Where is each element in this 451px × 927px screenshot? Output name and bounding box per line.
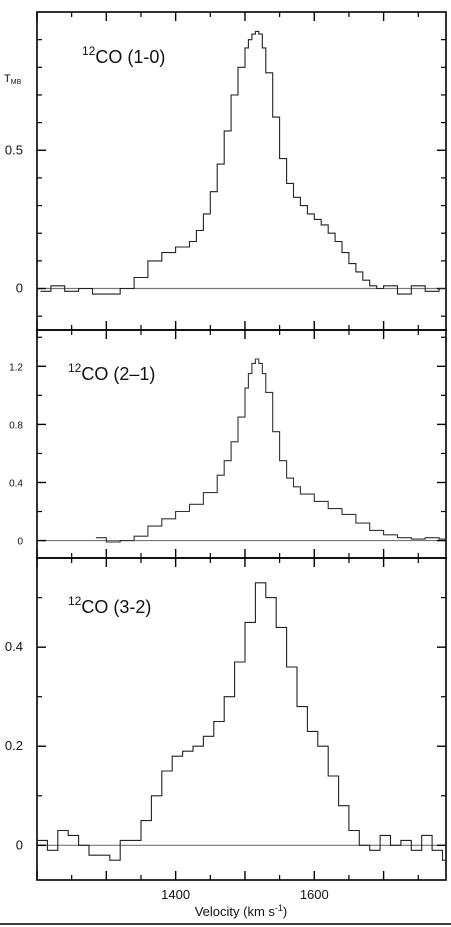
y-tick-label: 0.8 xyxy=(9,420,23,431)
panel-title: 12CO (2–1) xyxy=(68,361,155,384)
x-label-main: Velocity (km s xyxy=(195,904,276,919)
title-superscript: 12 xyxy=(82,44,96,58)
title-superscript: 12 xyxy=(68,361,82,375)
y-label-subscript: MB xyxy=(11,79,22,86)
y-axis-label: TMB xyxy=(4,73,22,86)
y-tick-label: 0.5 xyxy=(5,142,23,157)
spectrum-line xyxy=(40,30,446,295)
y-tick-label: 0.4 xyxy=(9,478,23,489)
panel-3: 0 0.2 0.4 1400 1600 12CO (3-2) xyxy=(5,557,447,902)
y-tick-label: 0 xyxy=(16,837,23,852)
panel-1: 0 0.5 12CO (1-0) xyxy=(5,11,447,331)
title-text: CO (2–1) xyxy=(81,364,155,384)
y-tick-label: 1.2 xyxy=(9,362,23,373)
spectrum-line xyxy=(37,582,446,861)
y-tick-label: 0 xyxy=(17,537,23,548)
panel-2: 0 0.4 0.8 1.2 12CO (2–1) xyxy=(9,329,447,559)
x-label-close: ) xyxy=(283,904,287,919)
x-tick-label: 1600 xyxy=(300,887,329,902)
panel-title: 12CO (1-0) xyxy=(82,44,165,67)
title-superscript: 12 xyxy=(68,594,82,608)
y-tick-label: 0.4 xyxy=(5,639,23,654)
panel-title: 12CO (3-2) xyxy=(68,594,151,617)
spectrum-line xyxy=(95,358,446,543)
panel-frame xyxy=(36,557,447,881)
y-label-main: T xyxy=(4,73,11,85)
x-label-superscript: -1 xyxy=(275,903,283,913)
title-text: CO (3-2) xyxy=(81,597,151,617)
title-text: CO (1-0) xyxy=(95,47,165,67)
y-tick-label: 0 xyxy=(16,281,23,296)
x-axis-label: Velocity (km s-1) xyxy=(195,903,288,919)
x-tick-label: 1400 xyxy=(161,887,190,902)
y-tick-label: 0.2 xyxy=(5,738,23,753)
